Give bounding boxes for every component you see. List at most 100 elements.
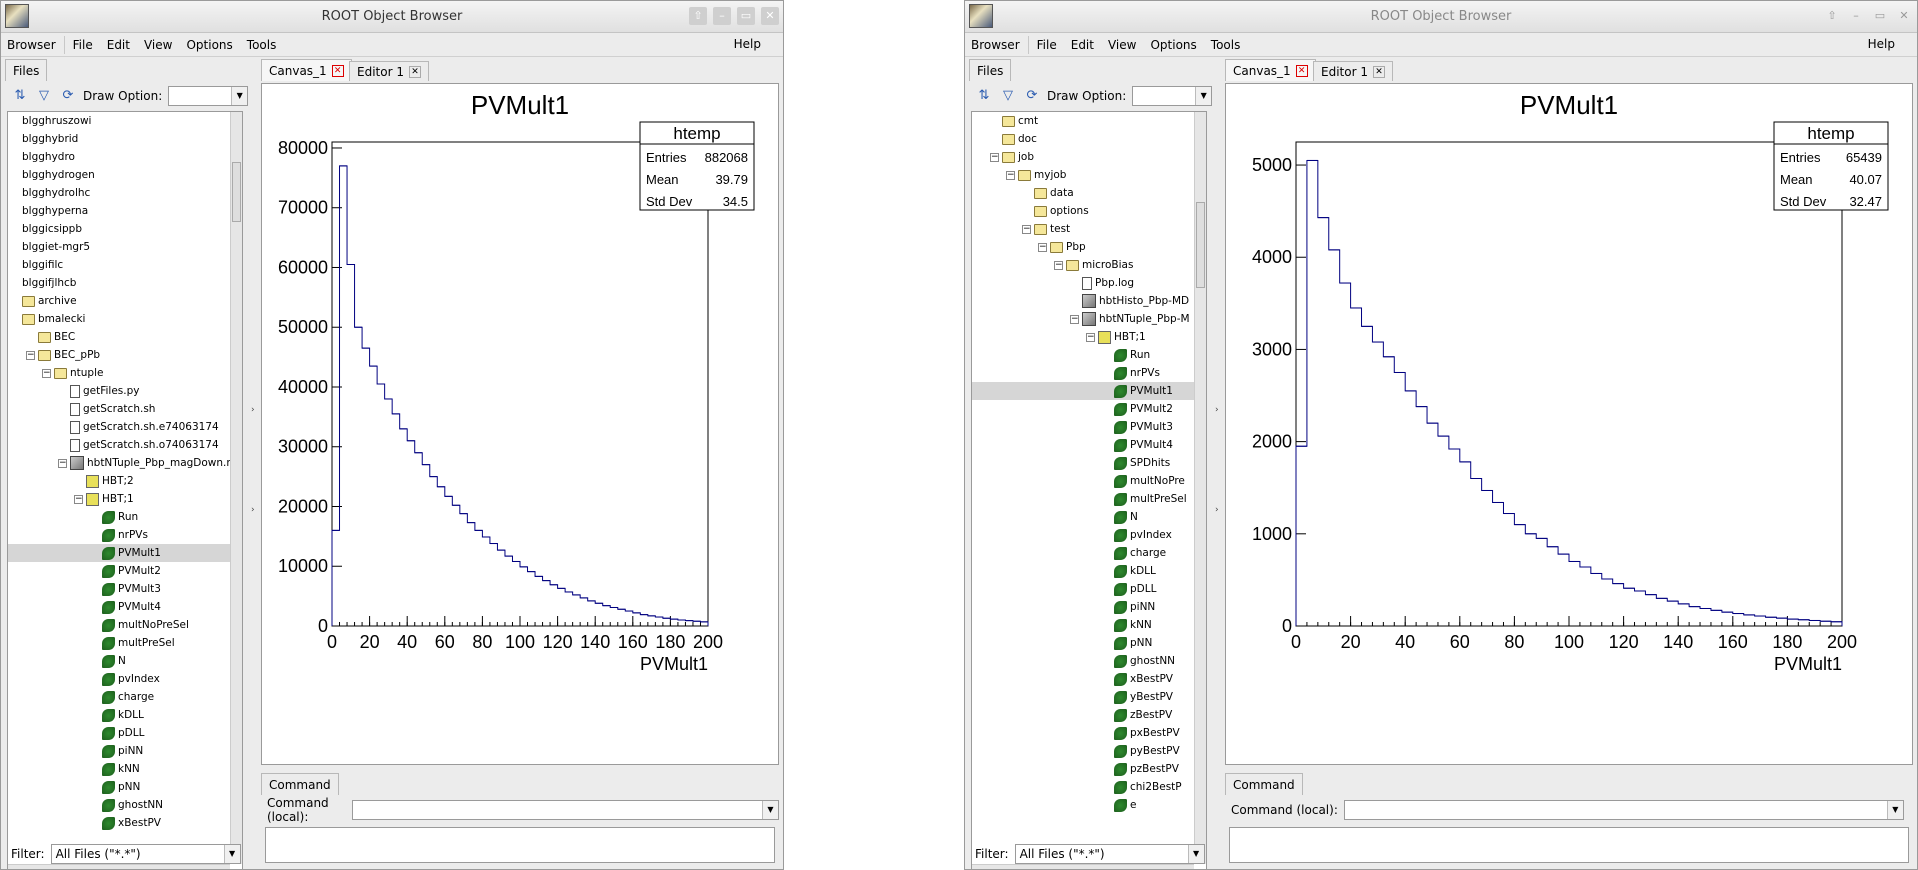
tree-item[interactable]: pNN xyxy=(8,778,242,796)
tree-item[interactable]: PVMult1 xyxy=(8,544,242,562)
tree-item[interactable]: blgghruszowi xyxy=(8,112,242,130)
panel-splitter[interactable]: › › xyxy=(1215,405,1219,515)
tree-item[interactable]: nrPVs xyxy=(972,364,1206,382)
tree-item[interactable]: SPDhits xyxy=(972,454,1206,472)
tree-item[interactable]: pDLL xyxy=(972,580,1206,598)
tree-item[interactable]: − job xyxy=(972,148,1206,166)
tree-item[interactable]: − test xyxy=(972,220,1206,238)
menu-browser[interactable]: Browser xyxy=(7,37,56,52)
tree-item[interactable]: − ntuple xyxy=(8,364,242,382)
menu-edit[interactable]: Edit xyxy=(1070,37,1094,52)
tree-item[interactable]: chi2BestP xyxy=(972,778,1206,796)
close-tab-icon[interactable]: ✕ xyxy=(408,65,421,78)
collapse-icon[interactable]: − xyxy=(990,151,999,162)
tree-item[interactable]: PVMult1 xyxy=(972,382,1206,400)
tree-item[interactable]: Run xyxy=(972,346,1206,364)
tree-item[interactable]: − hbtNTuple_Pbp-M xyxy=(972,310,1206,328)
close-tab-icon[interactable]: ✕ xyxy=(331,64,344,77)
refresh-icon[interactable]: ⟳ xyxy=(62,88,74,103)
collapse-icon[interactable]: − xyxy=(58,457,67,468)
collapse-icon[interactable]: − xyxy=(1070,313,1079,324)
collapse-icon[interactable]: − xyxy=(26,349,35,360)
tree-item[interactable]: multNoPreSel xyxy=(8,616,242,634)
tree-item[interactable]: kDLL xyxy=(8,706,242,724)
tree-item[interactable]: piNN xyxy=(972,598,1206,616)
tree-item[interactable]: PVMult2 xyxy=(8,562,242,580)
tree-item[interactable]: data xyxy=(972,184,1206,202)
menu-options[interactable]: Options xyxy=(186,37,233,52)
tree-item[interactable]: − HBT;1 xyxy=(972,328,1206,346)
tree-item[interactable]: nrPVs xyxy=(8,526,242,544)
tree-item[interactable]: multNoPre xyxy=(972,472,1206,490)
tree-item[interactable]: pNN xyxy=(972,634,1206,652)
refresh-icon[interactable]: ⟳ xyxy=(1026,88,1038,103)
tree-item[interactable]: Pbp.log xyxy=(972,274,1206,292)
tree-item[interactable]: getScratch.sh.e74063174 xyxy=(8,418,242,436)
collapse-icon[interactable]: − xyxy=(42,367,51,378)
sort-icon[interactable]: ⇅ xyxy=(978,88,990,103)
minimize-icon[interactable]: – xyxy=(713,7,731,25)
file-tree[interactable]: blgghruszowi blgghybrid blgghydro blgghydro… xyxy=(7,111,243,869)
tree-item[interactable]: e xyxy=(972,796,1206,814)
tree-item[interactable]: ghostNN xyxy=(8,796,242,814)
sort-icon[interactable]: ⇅ xyxy=(14,88,26,103)
tab-files[interactable]: Files xyxy=(5,59,48,81)
tree-item[interactable]: getScratch.sh.o74063174 xyxy=(8,436,242,454)
tree-item[interactable]: cmt xyxy=(972,112,1206,130)
tree-item[interactable]: xBestPV xyxy=(972,670,1206,688)
tree-item[interactable]: PVMult3 xyxy=(8,580,242,598)
menu-view[interactable]: View xyxy=(143,37,173,52)
tree-item[interactable]: xBestPV xyxy=(8,814,242,832)
close-tab-icon[interactable]: ✕ xyxy=(1372,65,1385,78)
filter-combo[interactable]: All Files ("*.*") ▼ xyxy=(1014,844,1205,864)
menu-tools[interactable]: Tools xyxy=(1210,37,1241,52)
tree-item[interactable]: − hbtNTuple_Pbp_magDown.root xyxy=(8,454,242,472)
minimize-icon[interactable]: – xyxy=(1853,9,1859,22)
tree-item[interactable]: PVMult4 xyxy=(8,598,242,616)
tree-item[interactable]: pyBestPV xyxy=(972,742,1206,760)
tree-item[interactable]: − microBias xyxy=(972,256,1206,274)
tab-editor[interactable]: Editor 1 ✕ xyxy=(349,61,429,81)
tree-item[interactable]: PVMult2 xyxy=(972,400,1206,418)
menu-help[interactable]: Help xyxy=(733,37,761,51)
tree-item[interactable]: PVMult4 xyxy=(972,436,1206,454)
tree-item[interactable]: − myjob xyxy=(972,166,1206,184)
menu-file[interactable]: File xyxy=(72,37,93,52)
tree-horizontal-scrollbar[interactable] xyxy=(972,864,1194,869)
tree-item[interactable]: charge xyxy=(8,688,242,706)
tree-item[interactable]: pvIndex xyxy=(972,526,1206,544)
file-tree[interactable]: cmt doc − job − myjob data options − test − Pbp − mic… xyxy=(971,111,1207,869)
tree-vertical-scrollbar[interactable] xyxy=(1194,112,1206,864)
panel-splitter[interactable]: › › xyxy=(251,405,255,515)
tree-item[interactable]: − Pbp xyxy=(972,238,1206,256)
tree-item[interactable]: blgghydrogen xyxy=(8,166,242,184)
collapse-icon[interactable]: − xyxy=(1086,331,1095,342)
tree-item[interactable]: kDLL xyxy=(972,562,1206,580)
tree-item[interactable]: zBestPV xyxy=(972,706,1206,724)
command-output[interactable] xyxy=(1229,827,1909,863)
tree-item[interactable]: doc xyxy=(972,130,1206,148)
tree-item[interactable]: N xyxy=(8,652,242,670)
tree-item[interactable]: kNN xyxy=(972,616,1206,634)
histogram-chart[interactable]: PVMult1 0 20 40 60 80 100 120 140 160 180 200 0 10000… xyxy=(262,84,778,764)
tree-item[interactable]: blggifilc xyxy=(8,256,242,274)
tree-item[interactable]: multPreSel xyxy=(8,634,242,652)
tree-item[interactable]: bmalecki xyxy=(8,310,242,328)
command-input[interactable]: ▼ xyxy=(352,800,779,820)
tree-item[interactable]: charge xyxy=(972,544,1206,562)
tree-item[interactable]: blgghydrolhc xyxy=(8,184,242,202)
tree-item[interactable]: blggifjlhcb xyxy=(8,274,242,292)
canvas[interactable]: PVMult1 0 20 40 60 80 100 120 140 160 180 200 0 10000… xyxy=(261,83,779,765)
tree-item[interactable]: ghostNN xyxy=(972,652,1206,670)
tab-files[interactable]: Files xyxy=(969,59,1012,81)
tree-item[interactable]: pvIndex xyxy=(8,670,242,688)
tree-horizontal-scrollbar[interactable] xyxy=(8,864,230,869)
menu-options[interactable]: Options xyxy=(1150,37,1197,52)
tree-item[interactable]: options xyxy=(972,202,1206,220)
tree-item[interactable]: − BEC_pPb xyxy=(8,346,242,364)
tree-item[interactable]: N xyxy=(972,508,1206,526)
close-icon[interactable]: ✕ xyxy=(761,7,779,25)
tree-item[interactable]: HBT;2 xyxy=(8,472,242,490)
canvas[interactable]: PVMult1 0 20 40 60 80 100 120 140 160 180 200 0 1000 2… xyxy=(1225,83,1913,765)
